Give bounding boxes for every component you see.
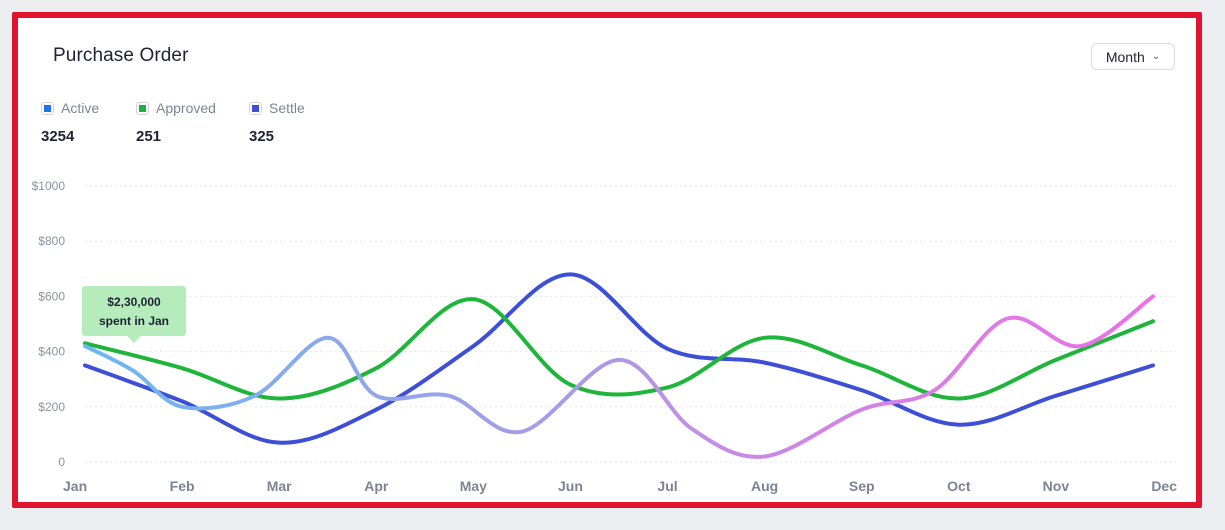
x-tick-label: Jan: [63, 478, 87, 494]
legend-swatch: [41, 101, 54, 115]
month-dropdown[interactable]: Month ⌄: [1091, 43, 1175, 70]
series-line-green: [83, 297, 1155, 401]
legend-item-settle: Settle 325: [249, 100, 305, 145]
y-tick-label: $200: [38, 400, 65, 414]
legend-label: Approved: [156, 100, 216, 116]
y-tick-label: $1000: [32, 179, 66, 193]
legend-label: Active: [61, 100, 100, 116]
chevron-down-icon: ⌄: [1151, 51, 1161, 62]
x-tick-label: Oct: [947, 478, 971, 494]
legend-swatch: [136, 101, 149, 115]
tooltip-line2: spent in Jan: [99, 314, 169, 328]
series-line-multicolor: [83, 294, 1155, 459]
legend-item-active: Active 3254: [41, 100, 99, 145]
x-tick-label: Sep: [849, 478, 875, 494]
legend-value: 3254: [41, 128, 75, 145]
card-frame: [12, 12, 1202, 508]
legend-value: 251: [136, 128, 162, 145]
x-tick-label: Aug: [751, 478, 778, 494]
legend-item-approved: Approved 251: [136, 100, 216, 145]
page-title: Purchase Order: [53, 45, 189, 66]
y-tick-label: $400: [38, 345, 65, 359]
legend-swatch: [249, 101, 262, 115]
tooltip-box: [82, 286, 186, 336]
x-tick-label: Jul: [657, 478, 677, 494]
tooltip-line1: $2,30,000: [107, 295, 161, 309]
legend-label: Settle: [269, 100, 305, 116]
series-line-blue: [83, 272, 1155, 445]
x-tick-label: Apr: [364, 478, 389, 494]
month-dropdown-label: Month: [1105, 48, 1145, 65]
legend-value: 325: [249, 128, 275, 145]
x-tick-label: Mar: [267, 478, 292, 494]
x-tick-label: Jun: [558, 478, 583, 494]
y-tick-label: 0: [58, 455, 65, 469]
x-tick-label: Dec: [1151, 478, 1177, 494]
tooltip: $2,30,000 spent in Jan: [82, 286, 186, 343]
y-tick-label: $800: [38, 234, 65, 248]
y-tick-label: $600: [38, 289, 65, 303]
x-tick-label: May: [460, 478, 487, 494]
x-tick-label: Feb: [170, 478, 195, 494]
tooltip-pointer: [127, 336, 141, 343]
x-tick-label: Nov: [1043, 478, 1070, 494]
